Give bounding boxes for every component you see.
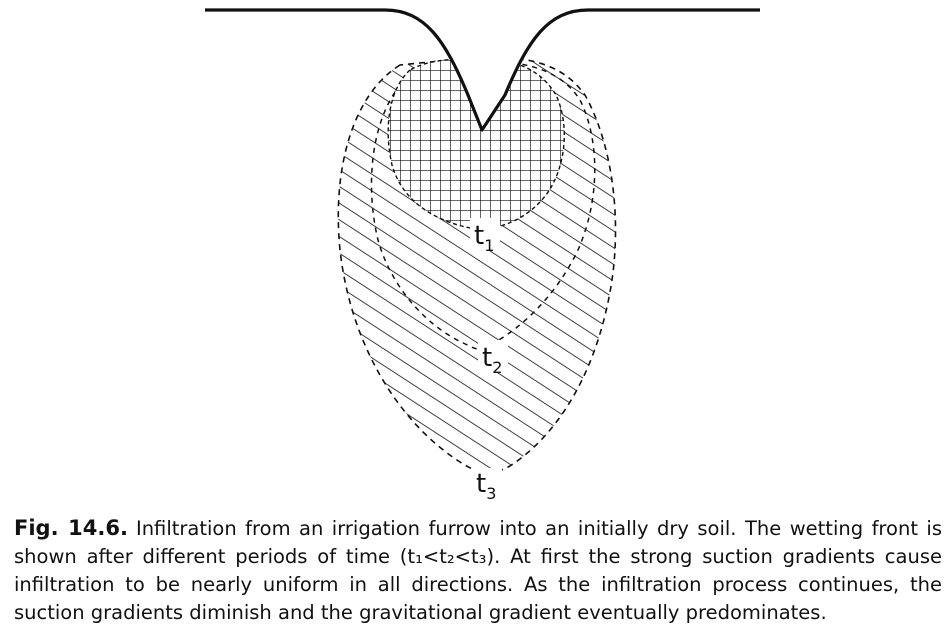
- infiltration-diagram: t1 t2 t3: [205, 8, 760, 500]
- figure-number: Fig. 14.6.: [14, 516, 128, 540]
- label-t1: t1: [474, 221, 494, 255]
- caption-text: Infiltration from an irrigation furrow i…: [14, 517, 943, 624]
- wetting-front-t2: [370, 60, 596, 350]
- label-t3: t3: [476, 469, 496, 500]
- wetting-front-t1: [387, 58, 565, 230]
- figure-caption: Fig. 14.6. Infiltration from an irrigatio…: [14, 514, 942, 627]
- label-t2: t2: [482, 343, 502, 377]
- furrow-surface-line: [205, 8, 760, 132]
